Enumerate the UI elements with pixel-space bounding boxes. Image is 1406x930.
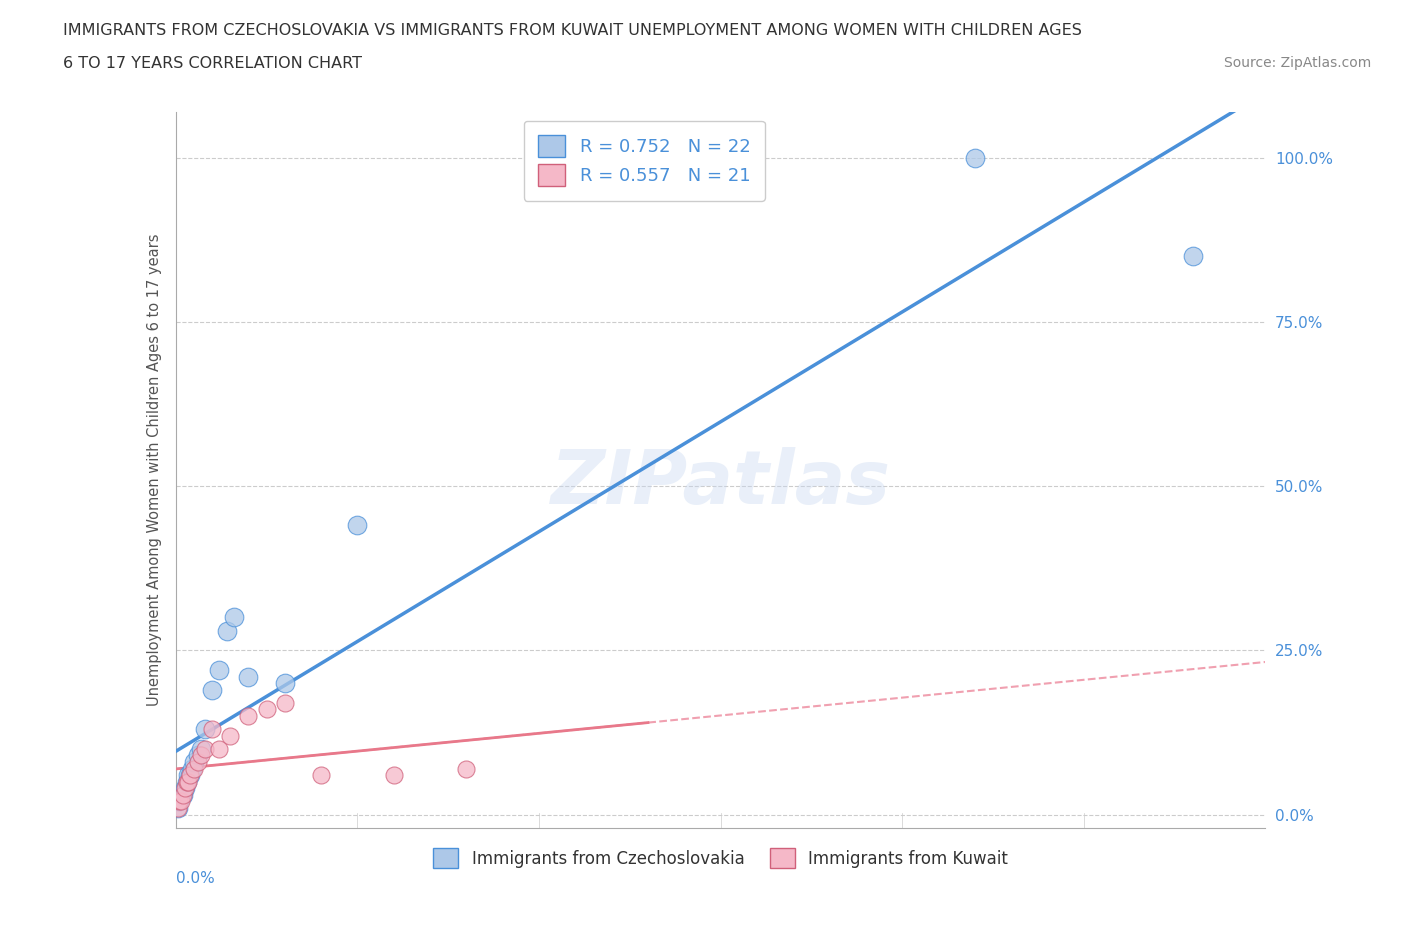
Point bbox=[176, 775, 198, 790]
Legend: Immigrants from Czechoslovakia, Immigrants from Kuwait: Immigrants from Czechoslovakia, Immigran… bbox=[425, 840, 1017, 877]
Point bbox=[208, 741, 231, 756]
Point bbox=[201, 722, 224, 737]
Point bbox=[456, 761, 478, 776]
Point bbox=[177, 775, 200, 790]
Point bbox=[170, 794, 193, 809]
Point bbox=[170, 788, 193, 803]
Y-axis label: Unemployment Among Women with Children Ages 6 to 17 years: Unemployment Among Women with Children A… bbox=[146, 233, 162, 706]
Point bbox=[177, 767, 200, 782]
Point bbox=[186, 748, 209, 763]
Point bbox=[190, 748, 212, 763]
Point bbox=[190, 741, 212, 756]
Point bbox=[169, 794, 191, 809]
Point bbox=[382, 767, 405, 782]
Point bbox=[183, 754, 205, 769]
Text: 6 TO 17 YEARS CORRELATION CHART: 6 TO 17 YEARS CORRELATION CHART bbox=[63, 56, 363, 71]
Point bbox=[222, 610, 245, 625]
Point bbox=[256, 702, 278, 717]
Point bbox=[1181, 248, 1204, 263]
Point bbox=[274, 696, 297, 711]
Point bbox=[183, 761, 205, 776]
Text: IMMIGRANTS FROM CZECHOSLOVAKIA VS IMMIGRANTS FROM KUWAIT UNEMPLOYMENT AMONG WOME: IMMIGRANTS FROM CZECHOSLOVAKIA VS IMMIGR… bbox=[63, 23, 1083, 38]
Point bbox=[194, 741, 217, 756]
Point bbox=[219, 728, 242, 743]
Point bbox=[201, 683, 224, 698]
Point bbox=[179, 767, 201, 782]
Point bbox=[179, 767, 201, 782]
Text: 0.0%: 0.0% bbox=[176, 870, 215, 885]
Point bbox=[309, 767, 332, 782]
Text: Source: ZipAtlas.com: Source: ZipAtlas.com bbox=[1223, 56, 1371, 70]
Point bbox=[181, 761, 204, 776]
Point bbox=[173, 781, 195, 796]
Point bbox=[166, 801, 188, 816]
Point bbox=[169, 794, 191, 809]
Point bbox=[274, 676, 297, 691]
Point bbox=[963, 150, 986, 165]
Point bbox=[166, 801, 188, 816]
Point bbox=[215, 623, 238, 638]
Text: ZIPatlas: ZIPatlas bbox=[551, 447, 890, 521]
Point bbox=[172, 788, 194, 803]
Point bbox=[346, 518, 368, 533]
Point bbox=[186, 754, 209, 769]
Point bbox=[208, 662, 231, 677]
Point bbox=[238, 670, 260, 684]
Point bbox=[172, 788, 194, 803]
Point bbox=[176, 775, 198, 790]
Point bbox=[173, 781, 195, 796]
Point bbox=[238, 709, 260, 724]
Point bbox=[194, 722, 217, 737]
